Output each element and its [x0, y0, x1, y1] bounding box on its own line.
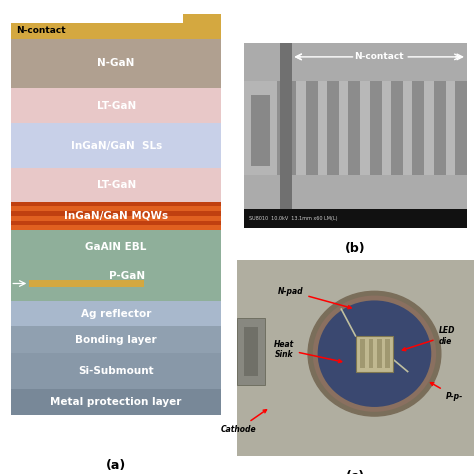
- Bar: [446, 81, 455, 175]
- Bar: [11, 88, 221, 123]
- Bar: [296, 81, 306, 175]
- Text: LT-GaN: LT-GaN: [97, 100, 136, 110]
- Bar: [11, 207, 221, 211]
- Text: SU8010  10.0kV  13.1mm x60 LM(L): SU8010 10.0kV 13.1mm x60 LM(L): [249, 216, 337, 220]
- Bar: [244, 175, 467, 209]
- Text: InGaN/GaN MQWs: InGaN/GaN MQWs: [64, 211, 168, 221]
- Bar: [11, 327, 221, 353]
- Text: Cathode: Cathode: [220, 410, 266, 434]
- Bar: [385, 339, 390, 368]
- Bar: [11, 39, 221, 88]
- Text: ITE: ITE: [0, 273, 9, 282]
- Bar: [11, 226, 221, 230]
- Text: N-contact: N-contact: [16, 26, 65, 35]
- Bar: [11, 353, 221, 389]
- Text: LED
die: LED die: [402, 326, 455, 351]
- Bar: [11, 23, 221, 39]
- Circle shape: [308, 292, 441, 416]
- Circle shape: [318, 300, 431, 407]
- Text: P-GaN: P-GaN: [109, 271, 146, 281]
- Text: Si-Submount: Si-Submount: [78, 366, 154, 376]
- Text: (b): (b): [345, 242, 366, 255]
- Bar: [244, 43, 467, 81]
- Text: P-p-: P-p-: [430, 383, 463, 401]
- Bar: [11, 230, 221, 264]
- Bar: [183, 10, 221, 39]
- Bar: [11, 301, 221, 327]
- Bar: [11, 211, 221, 216]
- Bar: [368, 339, 373, 368]
- Text: Metal protection layer: Metal protection layer: [50, 397, 182, 407]
- Bar: [360, 81, 370, 175]
- Text: N-pad: N-pad: [278, 287, 351, 309]
- Bar: [11, 202, 221, 207]
- Bar: [11, 123, 221, 168]
- Bar: [318, 81, 327, 175]
- Bar: [244, 327, 258, 376]
- Text: Heat
Sink: Heat Sink: [273, 339, 342, 363]
- Bar: [244, 43, 467, 228]
- Text: (a): (a): [106, 458, 126, 472]
- Text: (c): (c): [346, 470, 365, 474]
- Bar: [237, 260, 474, 456]
- Bar: [11, 216, 221, 221]
- Text: GaAlN EBL: GaAlN EBL: [85, 242, 147, 252]
- Bar: [11, 389, 221, 415]
- Bar: [11, 221, 221, 226]
- Bar: [377, 339, 382, 368]
- Bar: [11, 168, 221, 202]
- Bar: [251, 95, 270, 166]
- Text: LT-GaN: LT-GaN: [97, 180, 136, 190]
- Bar: [280, 43, 292, 209]
- Text: InGaN/GaN  SLs: InGaN/GaN SLs: [71, 141, 162, 151]
- Bar: [424, 81, 434, 175]
- Bar: [244, 81, 277, 175]
- Bar: [356, 336, 393, 372]
- Bar: [382, 81, 391, 175]
- Bar: [29, 280, 145, 287]
- Bar: [292, 81, 467, 175]
- Text: Ag reflector: Ag reflector: [81, 309, 151, 319]
- Bar: [339, 81, 348, 175]
- Bar: [403, 81, 412, 175]
- Text: Bonding layer: Bonding layer: [75, 335, 157, 345]
- Text: N-contact: N-contact: [355, 53, 404, 61]
- Text: N-GaN: N-GaN: [98, 58, 135, 68]
- Bar: [360, 339, 365, 368]
- Bar: [244, 209, 467, 228]
- Bar: [11, 264, 221, 301]
- Bar: [237, 318, 265, 385]
